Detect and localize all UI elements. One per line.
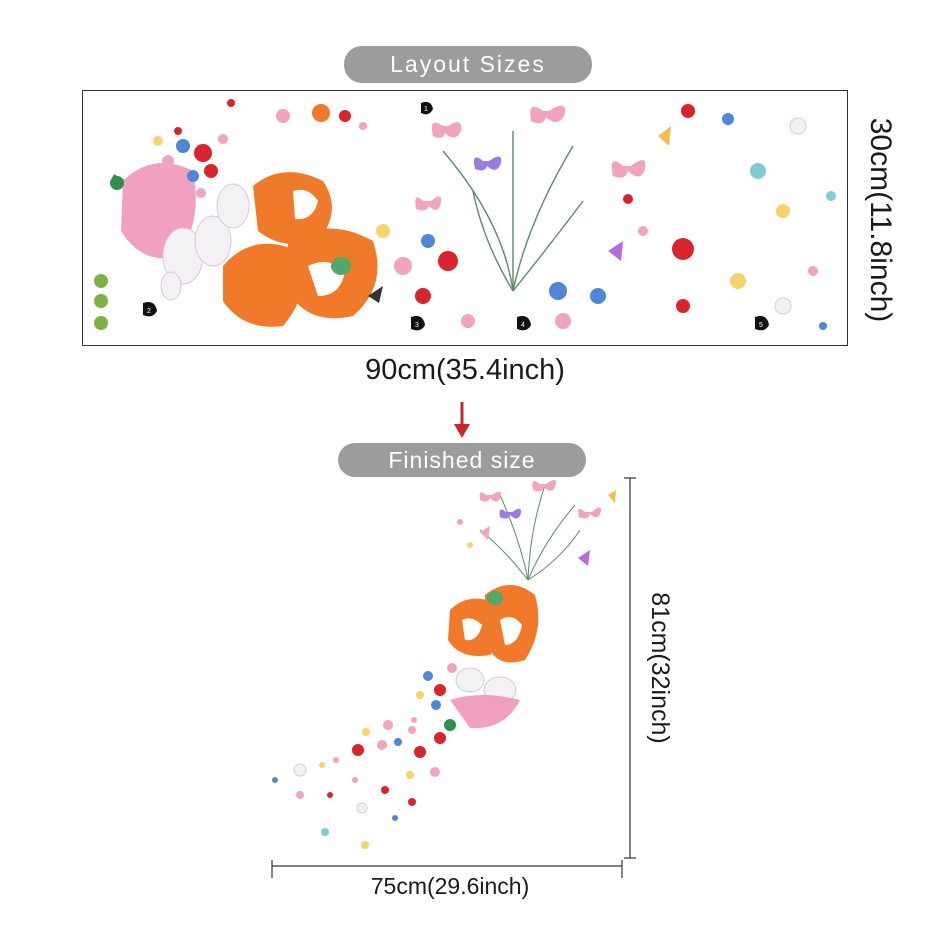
badge-icons [94, 274, 108, 330]
layout-sizes-label: Layout Sizes [344, 46, 592, 83]
bunny-illustration [160, 183, 250, 301]
finished-width-label: 75cm(29.6inch) [370, 873, 530, 899]
svg-text:5: 5 [759, 322, 763, 329]
sheet-marker-2: 2 [143, 302, 157, 317]
sheet-marker-5: 5 [755, 316, 769, 331]
flower-cluster [153, 127, 228, 198]
sheet-marker-4: 4 [517, 316, 531, 331]
svg-text:2: 2 [147, 308, 151, 315]
finished-size-label: Finished size [338, 443, 586, 477]
sheet-width-label: 90cm(35.4inch) [365, 354, 565, 386]
butterfly-bouquet [415, 105, 671, 292]
sheet-height-label: 30cm(11.8inch) [864, 117, 897, 323]
arrow-down-icon [454, 402, 470, 438]
svg-text:4: 4 [521, 322, 525, 329]
fox-illustration [223, 172, 383, 327]
scattered-flowers [376, 104, 836, 330]
height-dimension-line [624, 477, 636, 859]
small-stickers-top [227, 99, 367, 130]
sheet-marker-3: 3 [411, 316, 425, 331]
finished-height-label: 81cm(32inch) [646, 592, 674, 744]
svg-text:1: 1 [424, 106, 428, 113]
svg-text:3: 3 [415, 322, 419, 329]
sticker-sheet: 1 2 3 4 5 [82, 90, 848, 346]
sheet-marker-1: 1 [421, 101, 433, 115]
